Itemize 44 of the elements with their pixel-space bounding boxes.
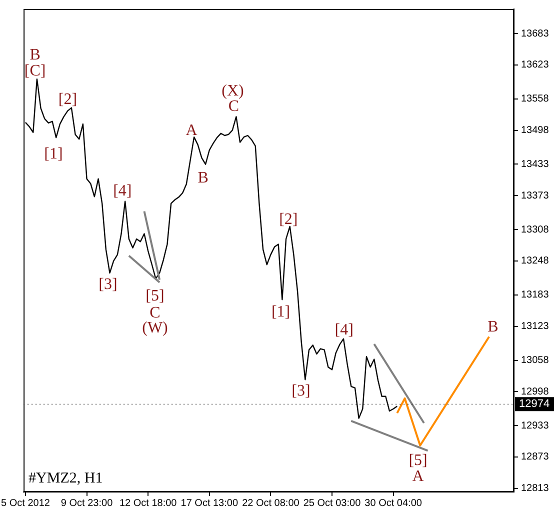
x-tick-label: 5 Oct 2012	[1, 498, 50, 509]
y-tick-label: 13623	[521, 60, 550, 71]
y-tick-label: 12873	[521, 452, 550, 463]
annotation: [3]	[292, 382, 310, 400]
annotation: [2]	[279, 210, 298, 228]
y-tick-label: 13123	[521, 321, 550, 332]
annotation: A	[186, 122, 198, 139]
x-tick-label: 9 Oct 23:00	[60, 498, 114, 509]
y-tick-label: 13058	[521, 355, 550, 366]
y-tick-label: 13683	[521, 28, 550, 40]
annotation: [1]	[44, 146, 63, 163]
x-tick-label: 17 Oct 13:00	[180, 498, 238, 509]
y-tick-label: 13248	[521, 256, 550, 267]
annotation: [3]	[98, 276, 118, 293]
y-tick-label: 12933	[521, 420, 550, 432]
x-tick-label: 30 Oct 04:00	[364, 498, 422, 509]
annotation: [2]	[58, 91, 78, 108]
y-tick-label: 13183	[521, 290, 550, 301]
annotation: [C]	[24, 62, 46, 80]
annotation: C	[228, 98, 240, 115]
annotation: A	[412, 468, 424, 486]
annotation: [4]	[113, 182, 132, 200]
annotation: (W)	[142, 319, 168, 336]
annotation: [5]	[408, 452, 428, 469]
annotation: [4]	[334, 321, 354, 338]
annotation: C	[150, 304, 160, 322]
x-tick-label: 25 Oct 03:00	[303, 498, 362, 509]
y-tick-label: 13498	[521, 125, 550, 136]
y-tick-label: 12998	[521, 386, 550, 398]
annotation: B	[30, 46, 40, 64]
x-tick-label: 22 Oct 08:00	[242, 498, 300, 509]
y-tick-label: 12813	[521, 483, 550, 494]
y-tick-label: 13308	[521, 224, 550, 236]
ref-line-label: 12974	[519, 398, 550, 410]
annotation: B	[488, 318, 498, 336]
annotation: [5]	[146, 288, 164, 305]
x-tick-label: 12 Oct 18:00	[119, 498, 178, 509]
annotation: [1]	[271, 304, 290, 321]
annotation: B	[198, 169, 208, 186]
y-tick-label: 13433	[521, 159, 550, 170]
annotation: (X)	[222, 82, 244, 100]
text: #YMZ2, H1	[28, 470, 103, 486]
y-tick-label: 13558	[521, 94, 550, 105]
y-tick-label: 13373	[521, 190, 550, 202]
